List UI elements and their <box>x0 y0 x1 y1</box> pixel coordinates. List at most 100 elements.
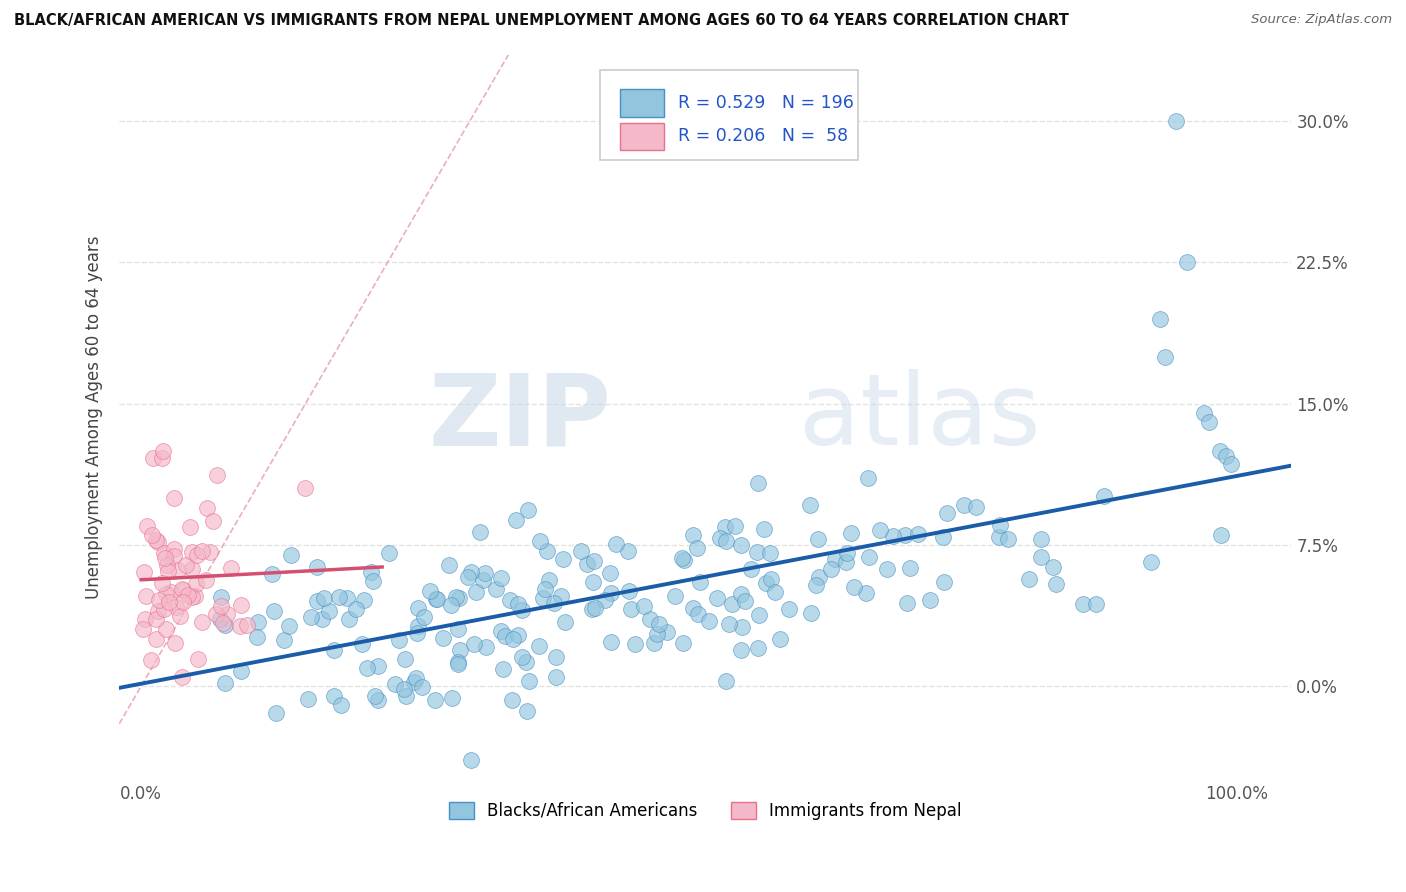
Point <box>581 602 603 616</box>
Point <box>858 471 880 485</box>
Point <box>449 643 471 657</box>
Point <box>475 640 498 655</box>
Point <box>600 586 623 600</box>
Point <box>135 589 157 603</box>
Point <box>328 590 350 604</box>
Point <box>426 591 449 606</box>
Point <box>505 513 527 527</box>
Point <box>465 584 488 599</box>
Point <box>730 538 752 552</box>
Point <box>896 596 918 610</box>
Point <box>460 753 482 767</box>
Point <box>405 626 427 640</box>
Point <box>214 618 236 632</box>
Point <box>671 636 693 650</box>
Point <box>425 592 447 607</box>
Point <box>1192 406 1215 420</box>
Point <box>633 599 655 613</box>
Point <box>344 602 367 616</box>
Point <box>516 503 538 517</box>
Point <box>931 530 953 544</box>
Point <box>740 562 762 576</box>
Point <box>184 577 207 591</box>
Point <box>134 612 156 626</box>
Point <box>165 600 187 615</box>
FancyBboxPatch shape <box>620 89 664 117</box>
Point <box>457 570 479 584</box>
Point <box>835 546 858 560</box>
Point <box>246 615 269 629</box>
Point <box>763 584 786 599</box>
Point <box>869 523 891 537</box>
Point <box>384 677 406 691</box>
Point <box>150 576 173 591</box>
Point <box>367 659 389 673</box>
Point <box>215 607 238 621</box>
Point <box>169 609 191 624</box>
Text: R = 0.529   N = 196: R = 0.529 N = 196 <box>678 94 855 112</box>
Point <box>411 680 433 694</box>
Point <box>463 637 485 651</box>
Point <box>413 610 436 624</box>
Point <box>157 595 180 609</box>
Point <box>330 698 353 712</box>
Point <box>180 590 202 604</box>
Point <box>145 533 167 547</box>
Point <box>139 653 162 667</box>
Point <box>207 467 229 482</box>
Point <box>709 532 731 546</box>
Point <box>988 518 1011 533</box>
Point <box>619 584 641 599</box>
Point <box>543 596 565 610</box>
Point <box>228 619 250 633</box>
Point <box>1071 597 1094 611</box>
Legend: Blacks/African Americans, Immigrants from Nepal: Blacks/African Americans, Immigrants fro… <box>443 795 969 826</box>
Point <box>152 443 174 458</box>
Point <box>150 451 173 466</box>
Point <box>531 591 554 605</box>
Point <box>311 612 333 626</box>
Point <box>1018 572 1040 586</box>
Point <box>172 595 194 609</box>
Point <box>153 551 176 566</box>
Point <box>405 671 427 685</box>
Point <box>855 585 877 599</box>
Point <box>839 525 862 540</box>
Point <box>212 615 235 630</box>
Point <box>682 600 704 615</box>
Point <box>198 545 221 559</box>
Point <box>624 637 647 651</box>
Point <box>364 689 387 703</box>
Point <box>1175 255 1198 269</box>
Point <box>202 514 225 528</box>
Point <box>546 670 568 684</box>
Point <box>593 593 616 607</box>
Point <box>205 607 228 622</box>
Point <box>132 622 155 636</box>
Point <box>402 675 425 690</box>
Point <box>517 673 540 688</box>
Point <box>686 541 709 555</box>
Point <box>425 693 447 707</box>
Point <box>157 564 180 578</box>
Y-axis label: Unemployment Among Ages 60 to 64 years: Unemployment Among Ages 60 to 64 years <box>86 236 103 599</box>
Point <box>153 601 176 615</box>
Point <box>671 551 693 566</box>
Point <box>394 651 416 665</box>
Point <box>643 636 665 650</box>
Point <box>499 593 522 607</box>
FancyBboxPatch shape <box>600 70 858 161</box>
Point <box>350 637 373 651</box>
Point <box>172 582 194 597</box>
Point <box>471 573 494 587</box>
Point <box>1211 528 1233 542</box>
Text: ZIP: ZIP <box>429 369 612 467</box>
Point <box>441 690 464 705</box>
Point <box>322 643 344 657</box>
Point <box>605 537 627 551</box>
Point <box>360 566 382 580</box>
Text: atlas: atlas <box>799 369 1040 467</box>
Point <box>752 522 775 536</box>
Point <box>439 558 461 572</box>
FancyBboxPatch shape <box>620 122 664 150</box>
